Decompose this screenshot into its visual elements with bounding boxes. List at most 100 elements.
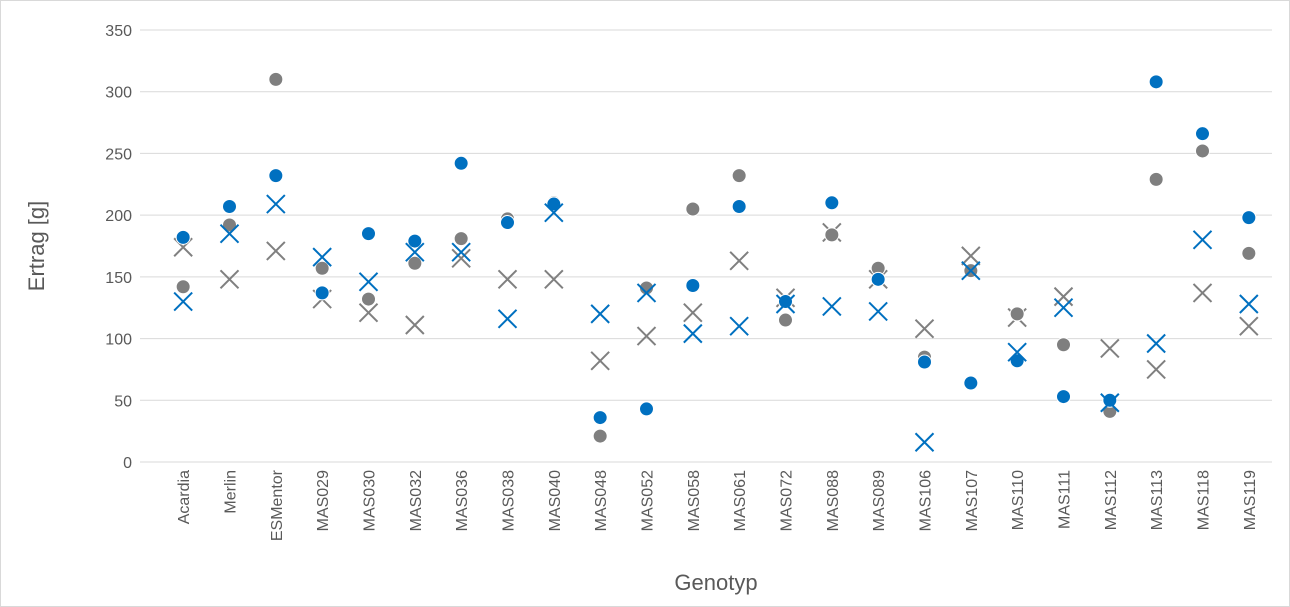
point xyxy=(266,241,286,261)
x-tick-label: Acardia xyxy=(176,470,193,524)
y-tick-label: 250 xyxy=(105,146,132,163)
point xyxy=(314,285,330,301)
point xyxy=(1146,333,1166,354)
point xyxy=(1241,210,1257,226)
point xyxy=(175,229,191,245)
plot xyxy=(173,71,1259,452)
point xyxy=(963,375,979,391)
x-tick-label: MAS119 xyxy=(1242,470,1259,530)
point xyxy=(917,354,932,370)
y-tick-label: 0 xyxy=(123,455,132,472)
x-tick-label: MAS089 xyxy=(871,470,888,531)
point xyxy=(914,432,935,452)
point xyxy=(219,223,240,244)
point xyxy=(361,226,376,242)
point xyxy=(407,233,423,249)
point xyxy=(497,309,518,329)
x-tick-label: MAS038 xyxy=(501,470,518,531)
point xyxy=(685,201,701,217)
point xyxy=(685,277,701,293)
point xyxy=(497,269,518,290)
point xyxy=(453,231,469,247)
point xyxy=(1102,392,1118,408)
point xyxy=(870,271,886,287)
point xyxy=(914,318,935,339)
y-tick-label: 200 xyxy=(105,208,132,225)
point xyxy=(1100,338,1120,359)
x-tick-label: MAS110 xyxy=(1010,470,1027,530)
point xyxy=(500,215,515,231)
point xyxy=(1148,74,1164,90)
point xyxy=(729,251,749,271)
point xyxy=(729,316,749,336)
point xyxy=(961,260,981,281)
point xyxy=(451,242,471,262)
x-tick-label: MAS032 xyxy=(408,470,425,531)
point xyxy=(1192,230,1213,250)
point xyxy=(1009,306,1025,322)
point xyxy=(636,326,657,346)
point xyxy=(453,155,469,171)
y-tick-label: 50 xyxy=(114,393,132,410)
point xyxy=(824,227,840,243)
x-tick-label: MAS052 xyxy=(640,470,657,531)
y-tick-label: 150 xyxy=(105,270,132,287)
point xyxy=(592,410,608,426)
point xyxy=(961,246,981,266)
x-tick-label: MAS088 xyxy=(825,470,842,531)
point xyxy=(639,401,654,417)
point xyxy=(1192,283,1213,303)
point xyxy=(683,302,703,323)
point xyxy=(407,255,423,271)
x-axis-title: Genotyp xyxy=(674,570,757,595)
y-tick-label: 100 xyxy=(105,332,132,349)
point xyxy=(175,279,191,295)
x-tick-label: MAS113 xyxy=(1149,470,1166,530)
x-tick-label: MAS112 xyxy=(1103,470,1120,530)
point xyxy=(731,168,747,184)
x-tick-label: MAS111 xyxy=(1057,470,1074,529)
point xyxy=(1241,245,1257,261)
x-tick-label: MAS048 xyxy=(593,470,610,531)
point xyxy=(1053,298,1074,318)
x-tick-label: MAS036 xyxy=(454,470,471,531)
point xyxy=(546,196,562,212)
point xyxy=(636,283,657,303)
point xyxy=(1148,171,1164,187)
x-tick-label: ESMentor xyxy=(269,469,286,541)
point xyxy=(590,351,610,371)
point xyxy=(1239,294,1259,314)
point xyxy=(775,294,796,314)
point xyxy=(268,168,284,184)
point xyxy=(173,291,193,312)
x-tick-label: MAS029 xyxy=(315,470,332,531)
point xyxy=(222,217,237,233)
point xyxy=(590,304,610,324)
x-tick-label: MAS106 xyxy=(918,470,935,531)
point xyxy=(778,312,793,328)
y-tick-label: 300 xyxy=(105,85,132,102)
point xyxy=(268,71,284,87)
point xyxy=(683,323,703,344)
point xyxy=(544,202,564,223)
x-tick-label: MAS058 xyxy=(686,470,703,531)
x-tick-label: MAS030 xyxy=(362,470,379,531)
y-tick-label: 350 xyxy=(105,23,132,40)
point xyxy=(731,199,747,215)
point xyxy=(1195,143,1210,159)
point xyxy=(544,269,564,290)
point xyxy=(314,260,330,276)
point xyxy=(1100,393,1120,413)
point xyxy=(312,247,332,267)
point xyxy=(778,294,793,310)
x-tick-label: Merlin xyxy=(223,470,240,514)
point xyxy=(451,248,471,269)
point xyxy=(266,194,286,214)
point xyxy=(219,269,240,290)
point xyxy=(1056,337,1071,353)
point xyxy=(1056,389,1071,405)
x-tick-label: MAS061 xyxy=(732,470,749,531)
point xyxy=(592,428,608,444)
